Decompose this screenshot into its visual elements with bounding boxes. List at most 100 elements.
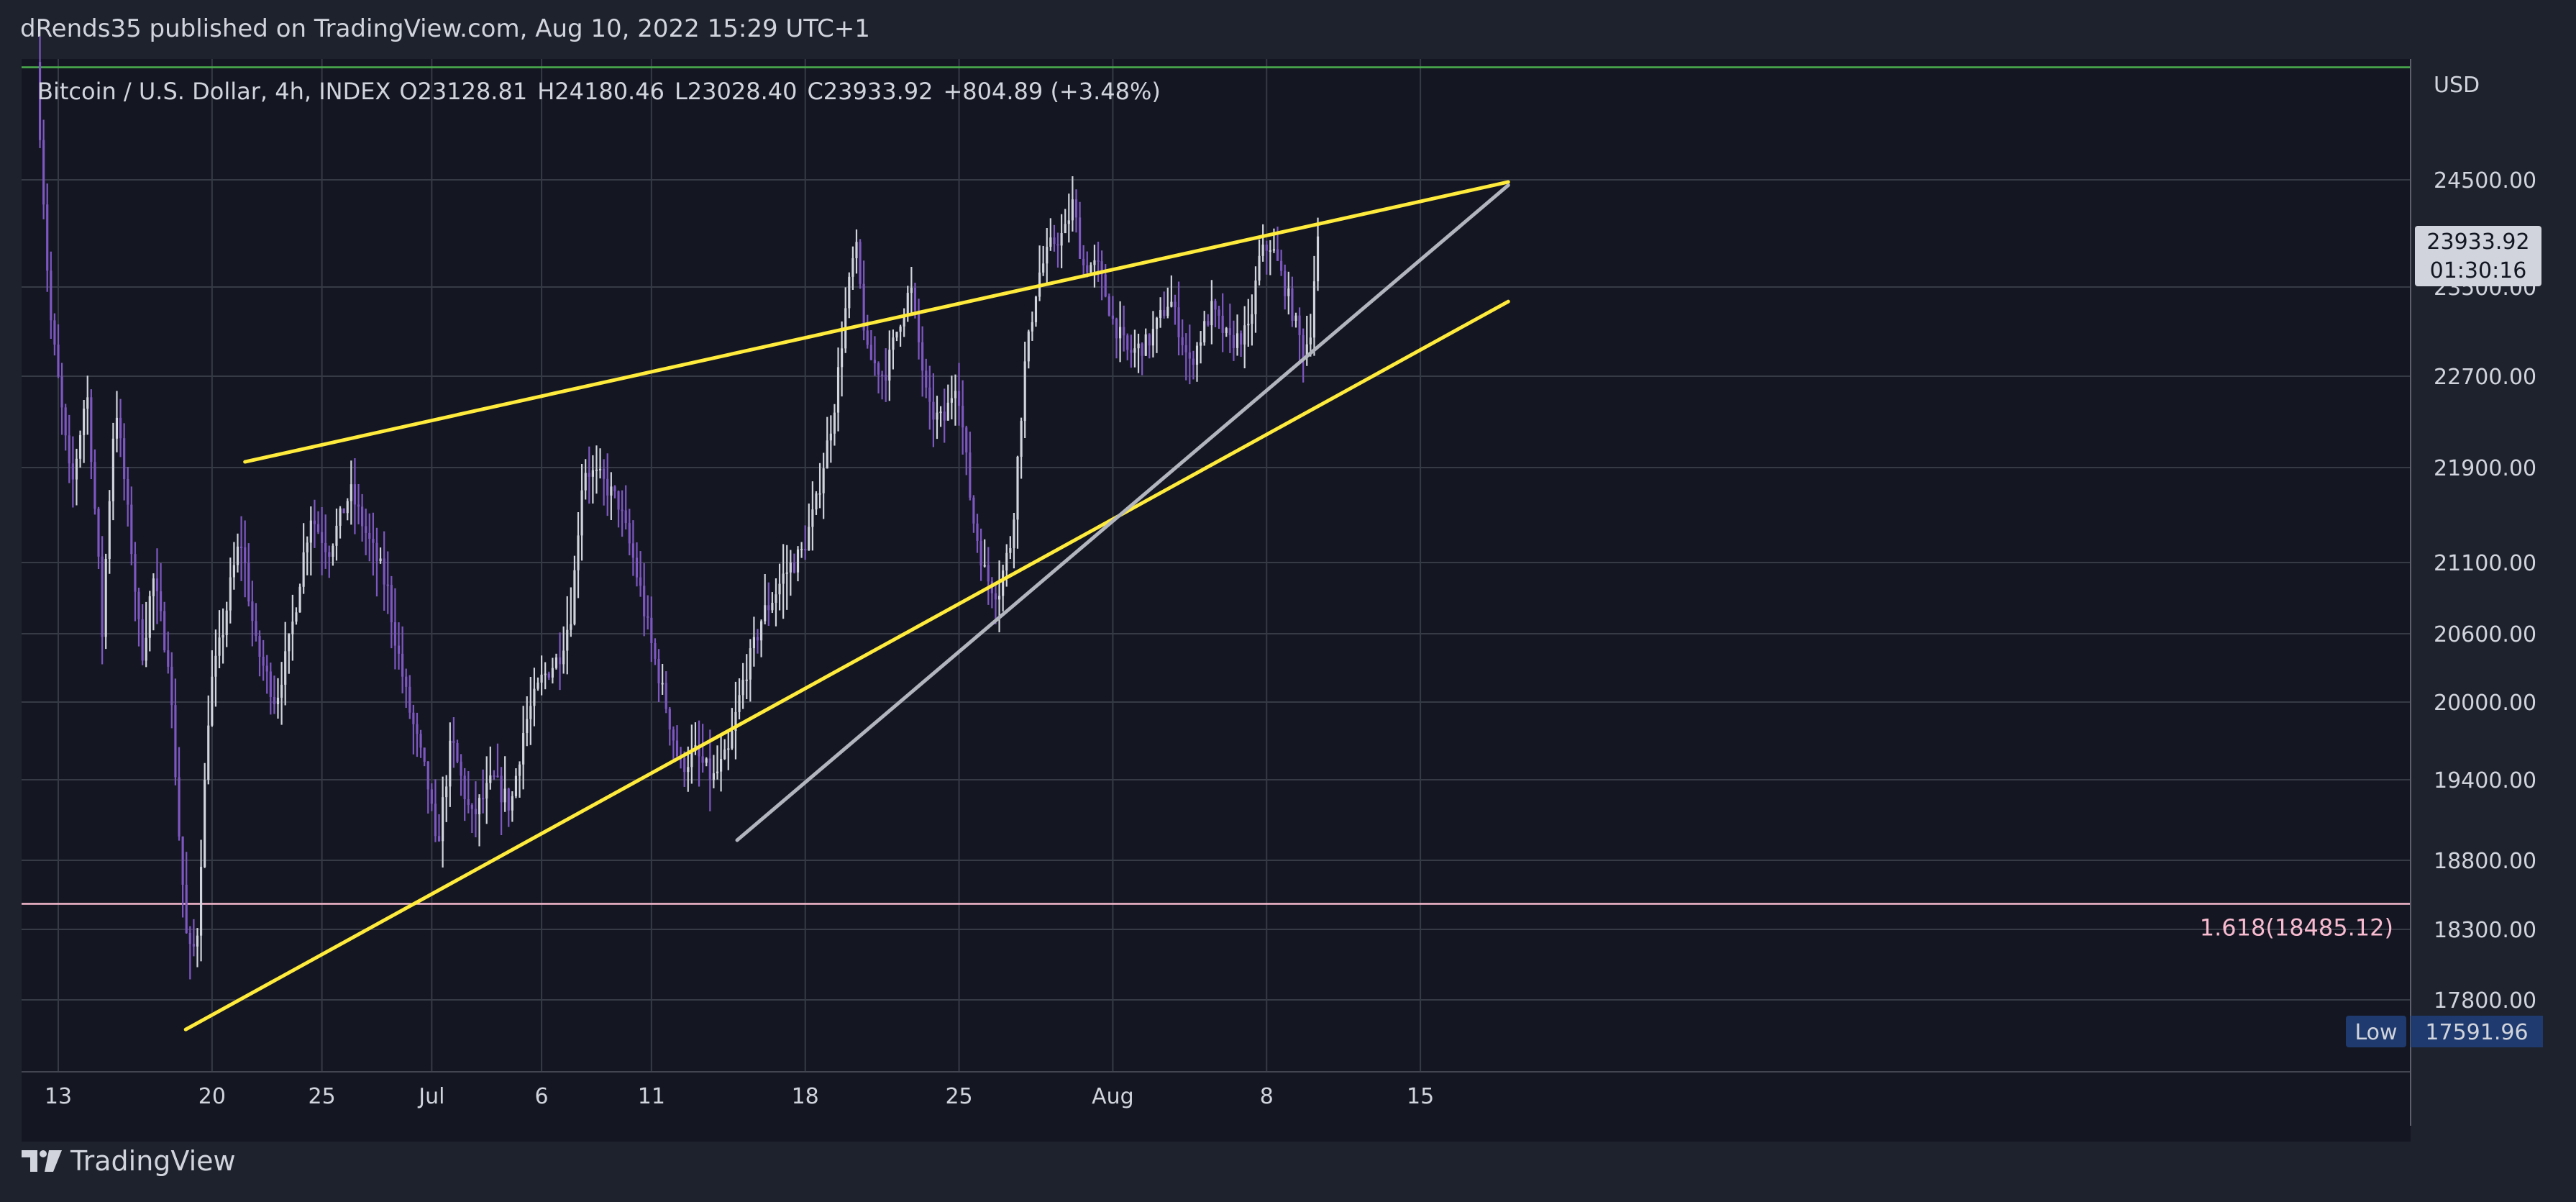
time-axis[interactable]: 13 20 25 Jul 6 11 18 25 Aug 8 15 bbox=[45, 1084, 1434, 1109]
candle-body bbox=[38, 62, 42, 140]
candle bbox=[962, 380, 964, 455]
candle bbox=[1188, 324, 1191, 385]
candle bbox=[1111, 296, 1114, 325]
candle bbox=[1067, 193, 1070, 243]
candle-body bbox=[247, 563, 250, 602]
candle bbox=[657, 649, 660, 703]
candle bbox=[225, 601, 228, 647]
candle-body bbox=[284, 651, 287, 685]
time-axis-label: 18 bbox=[792, 1084, 819, 1109]
candle bbox=[313, 499, 316, 548]
candle-body bbox=[148, 596, 151, 638]
candle bbox=[247, 543, 250, 607]
candle bbox=[383, 531, 385, 611]
candle-body bbox=[997, 596, 1001, 600]
candle-body bbox=[536, 682, 539, 689]
candle bbox=[716, 745, 719, 780]
candle bbox=[1247, 299, 1250, 347]
candle-body bbox=[1291, 288, 1294, 321]
candle bbox=[782, 544, 785, 619]
candle-body bbox=[167, 650, 170, 667]
legend-change: +804.89 (+3.48%) bbox=[943, 78, 1160, 105]
candle-body bbox=[1236, 333, 1239, 348]
candle-body bbox=[921, 342, 924, 371]
candle-body bbox=[976, 523, 979, 541]
candle-body bbox=[68, 435, 70, 464]
candle bbox=[1133, 329, 1136, 368]
candle-body bbox=[324, 542, 327, 552]
candle bbox=[71, 436, 74, 508]
candle-body bbox=[1009, 548, 1012, 553]
candle bbox=[456, 739, 459, 763]
candle-body bbox=[1177, 307, 1180, 337]
candle-body bbox=[606, 478, 609, 496]
candle bbox=[1060, 214, 1063, 268]
candle bbox=[130, 486, 133, 565]
candle-body bbox=[888, 350, 891, 381]
candle bbox=[255, 603, 257, 642]
candle bbox=[188, 926, 191, 980]
candle-body bbox=[1067, 220, 1070, 224]
lower-support-trendline[interactable] bbox=[183, 299, 1510, 1032]
candle-body bbox=[603, 468, 606, 479]
fib-label: 1.618(18485.12) bbox=[2200, 914, 2393, 941]
trendlines[interactable] bbox=[183, 180, 1510, 1032]
candle bbox=[50, 251, 52, 339]
candle-body bbox=[1078, 217, 1082, 259]
upper-resistance-trendline[interactable] bbox=[243, 180, 1510, 464]
candle-body bbox=[445, 786, 448, 798]
candle bbox=[390, 575, 393, 649]
candle bbox=[873, 336, 877, 376]
candle-body bbox=[93, 462, 96, 509]
candle bbox=[93, 449, 96, 515]
candle-body bbox=[437, 836, 441, 842]
candle-body bbox=[342, 508, 345, 514]
last-price-marker: 23933.92 01:30:16 bbox=[2415, 226, 2541, 286]
horizontal-lines bbox=[22, 66, 2411, 905]
candle bbox=[83, 399, 86, 463]
candle bbox=[196, 928, 199, 967]
candle-body bbox=[470, 805, 473, 809]
candle-body bbox=[822, 468, 825, 493]
candle-body bbox=[994, 593, 997, 600]
candle-body bbox=[764, 605, 767, 622]
candle-body bbox=[478, 798, 481, 814]
candle bbox=[46, 183, 49, 292]
candle bbox=[167, 632, 170, 674]
candle bbox=[207, 695, 210, 785]
candle bbox=[1097, 242, 1100, 282]
candle-body bbox=[1034, 296, 1038, 322]
tradingview-logo[interactable]: TradingView bbox=[22, 1145, 236, 1177]
candle bbox=[979, 528, 982, 581]
candle bbox=[507, 788, 510, 827]
candle-body bbox=[1049, 237, 1052, 247]
candle-body bbox=[932, 401, 935, 420]
candle-body bbox=[372, 538, 375, 543]
candle-body bbox=[365, 526, 367, 533]
candle-body bbox=[1287, 288, 1290, 296]
candle-body bbox=[90, 397, 93, 463]
candle bbox=[229, 557, 232, 624]
candle-body bbox=[1046, 247, 1049, 264]
candle-body bbox=[1123, 327, 1125, 336]
gray-support-trendline[interactable] bbox=[735, 183, 1510, 842]
candle-body bbox=[185, 884, 188, 933]
candle-body bbox=[1086, 265, 1089, 273]
candle-body bbox=[273, 696, 275, 704]
candle bbox=[137, 587, 140, 647]
candle bbox=[1195, 342, 1199, 382]
candle bbox=[170, 652, 173, 729]
candle-body bbox=[943, 411, 946, 421]
candle bbox=[1254, 266, 1257, 333]
candle-body bbox=[229, 577, 232, 611]
candle bbox=[291, 594, 294, 661]
candle bbox=[163, 601, 166, 653]
candle-body bbox=[482, 798, 485, 800]
candle-body bbox=[749, 648, 752, 680]
candle bbox=[1200, 331, 1202, 364]
candle bbox=[668, 706, 671, 746]
candle bbox=[1031, 311, 1033, 341]
candle-body bbox=[199, 867, 203, 936]
candle bbox=[115, 391, 119, 452]
